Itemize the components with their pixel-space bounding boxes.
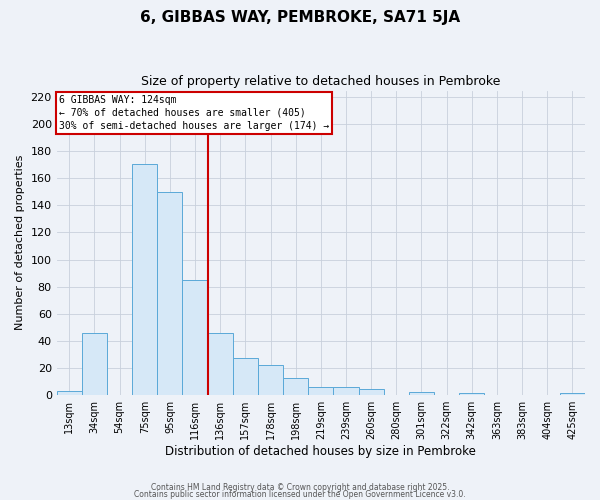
Bar (132, 164, 157, 394)
Bar (208, 332, 233, 394)
Bar (157, 192, 182, 394)
Bar (56, 390, 82, 394)
Text: Contains HM Land Registry data © Crown copyright and database right 2025.: Contains HM Land Registry data © Crown c… (151, 484, 449, 492)
Y-axis label: Number of detached properties: Number of detached properties (15, 155, 25, 330)
Bar (409, 392, 434, 394)
Text: 6 GIBBAS WAY: 124sqm
← 70% of detached houses are smaller (405)
30% of semi-deta: 6 GIBBAS WAY: 124sqm ← 70% of detached h… (59, 94, 329, 131)
Bar (334, 386, 359, 394)
Bar (283, 378, 308, 394)
Bar (308, 386, 334, 394)
X-axis label: Distribution of detached houses by size in Pembroke: Distribution of detached houses by size … (166, 444, 476, 458)
Bar (359, 390, 384, 394)
Text: Contains public sector information licensed under the Open Government Licence v3: Contains public sector information licen… (134, 490, 466, 499)
Bar (182, 280, 208, 394)
Bar (258, 365, 283, 394)
Bar (82, 332, 107, 394)
Text: 6, GIBBAS WAY, PEMBROKE, SA71 5JA: 6, GIBBAS WAY, PEMBROKE, SA71 5JA (140, 10, 460, 25)
Title: Size of property relative to detached houses in Pembroke: Size of property relative to detached ho… (141, 75, 500, 88)
Bar (233, 358, 258, 395)
